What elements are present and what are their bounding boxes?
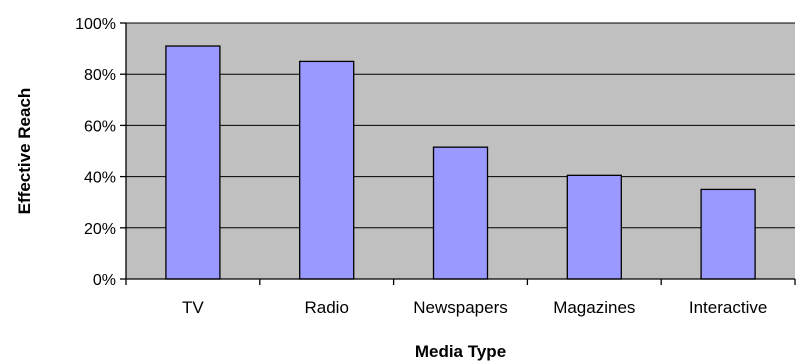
y-tick-label: 40% [84, 170, 116, 187]
x-axis-title: Media Type [415, 342, 506, 361]
bar-newspapers [432, 146, 489, 280]
x-axis-ticks: TV Radio Newspapers Magazines Interactive [125, 279, 796, 317]
bar-interactive [700, 188, 756, 280]
y-axis-ticks: 0% 20% 40% 60% 80% 100% [75, 16, 126, 289]
y-tick-label: 20% [84, 221, 116, 238]
bar-tv [165, 45, 221, 280]
bar-radio [299, 60, 355, 280]
x-tick-label: TV [182, 298, 204, 317]
y-tick-label: 60% [84, 118, 116, 135]
y-axis-title: Effective Reach [15, 88, 34, 215]
bar-magazines [566, 174, 622, 280]
x-tick-label: Radio [304, 298, 348, 317]
x-tick-label: Magazines [553, 298, 635, 317]
x-tick-label: Interactive [689, 298, 767, 317]
x-tick-label: Newspapers [413, 298, 508, 317]
y-tick-label: 80% [84, 67, 116, 84]
y-tick-label: 100% [75, 16, 116, 33]
y-tick-label: 0% [93, 272, 116, 289]
bars [165, 45, 756, 280]
